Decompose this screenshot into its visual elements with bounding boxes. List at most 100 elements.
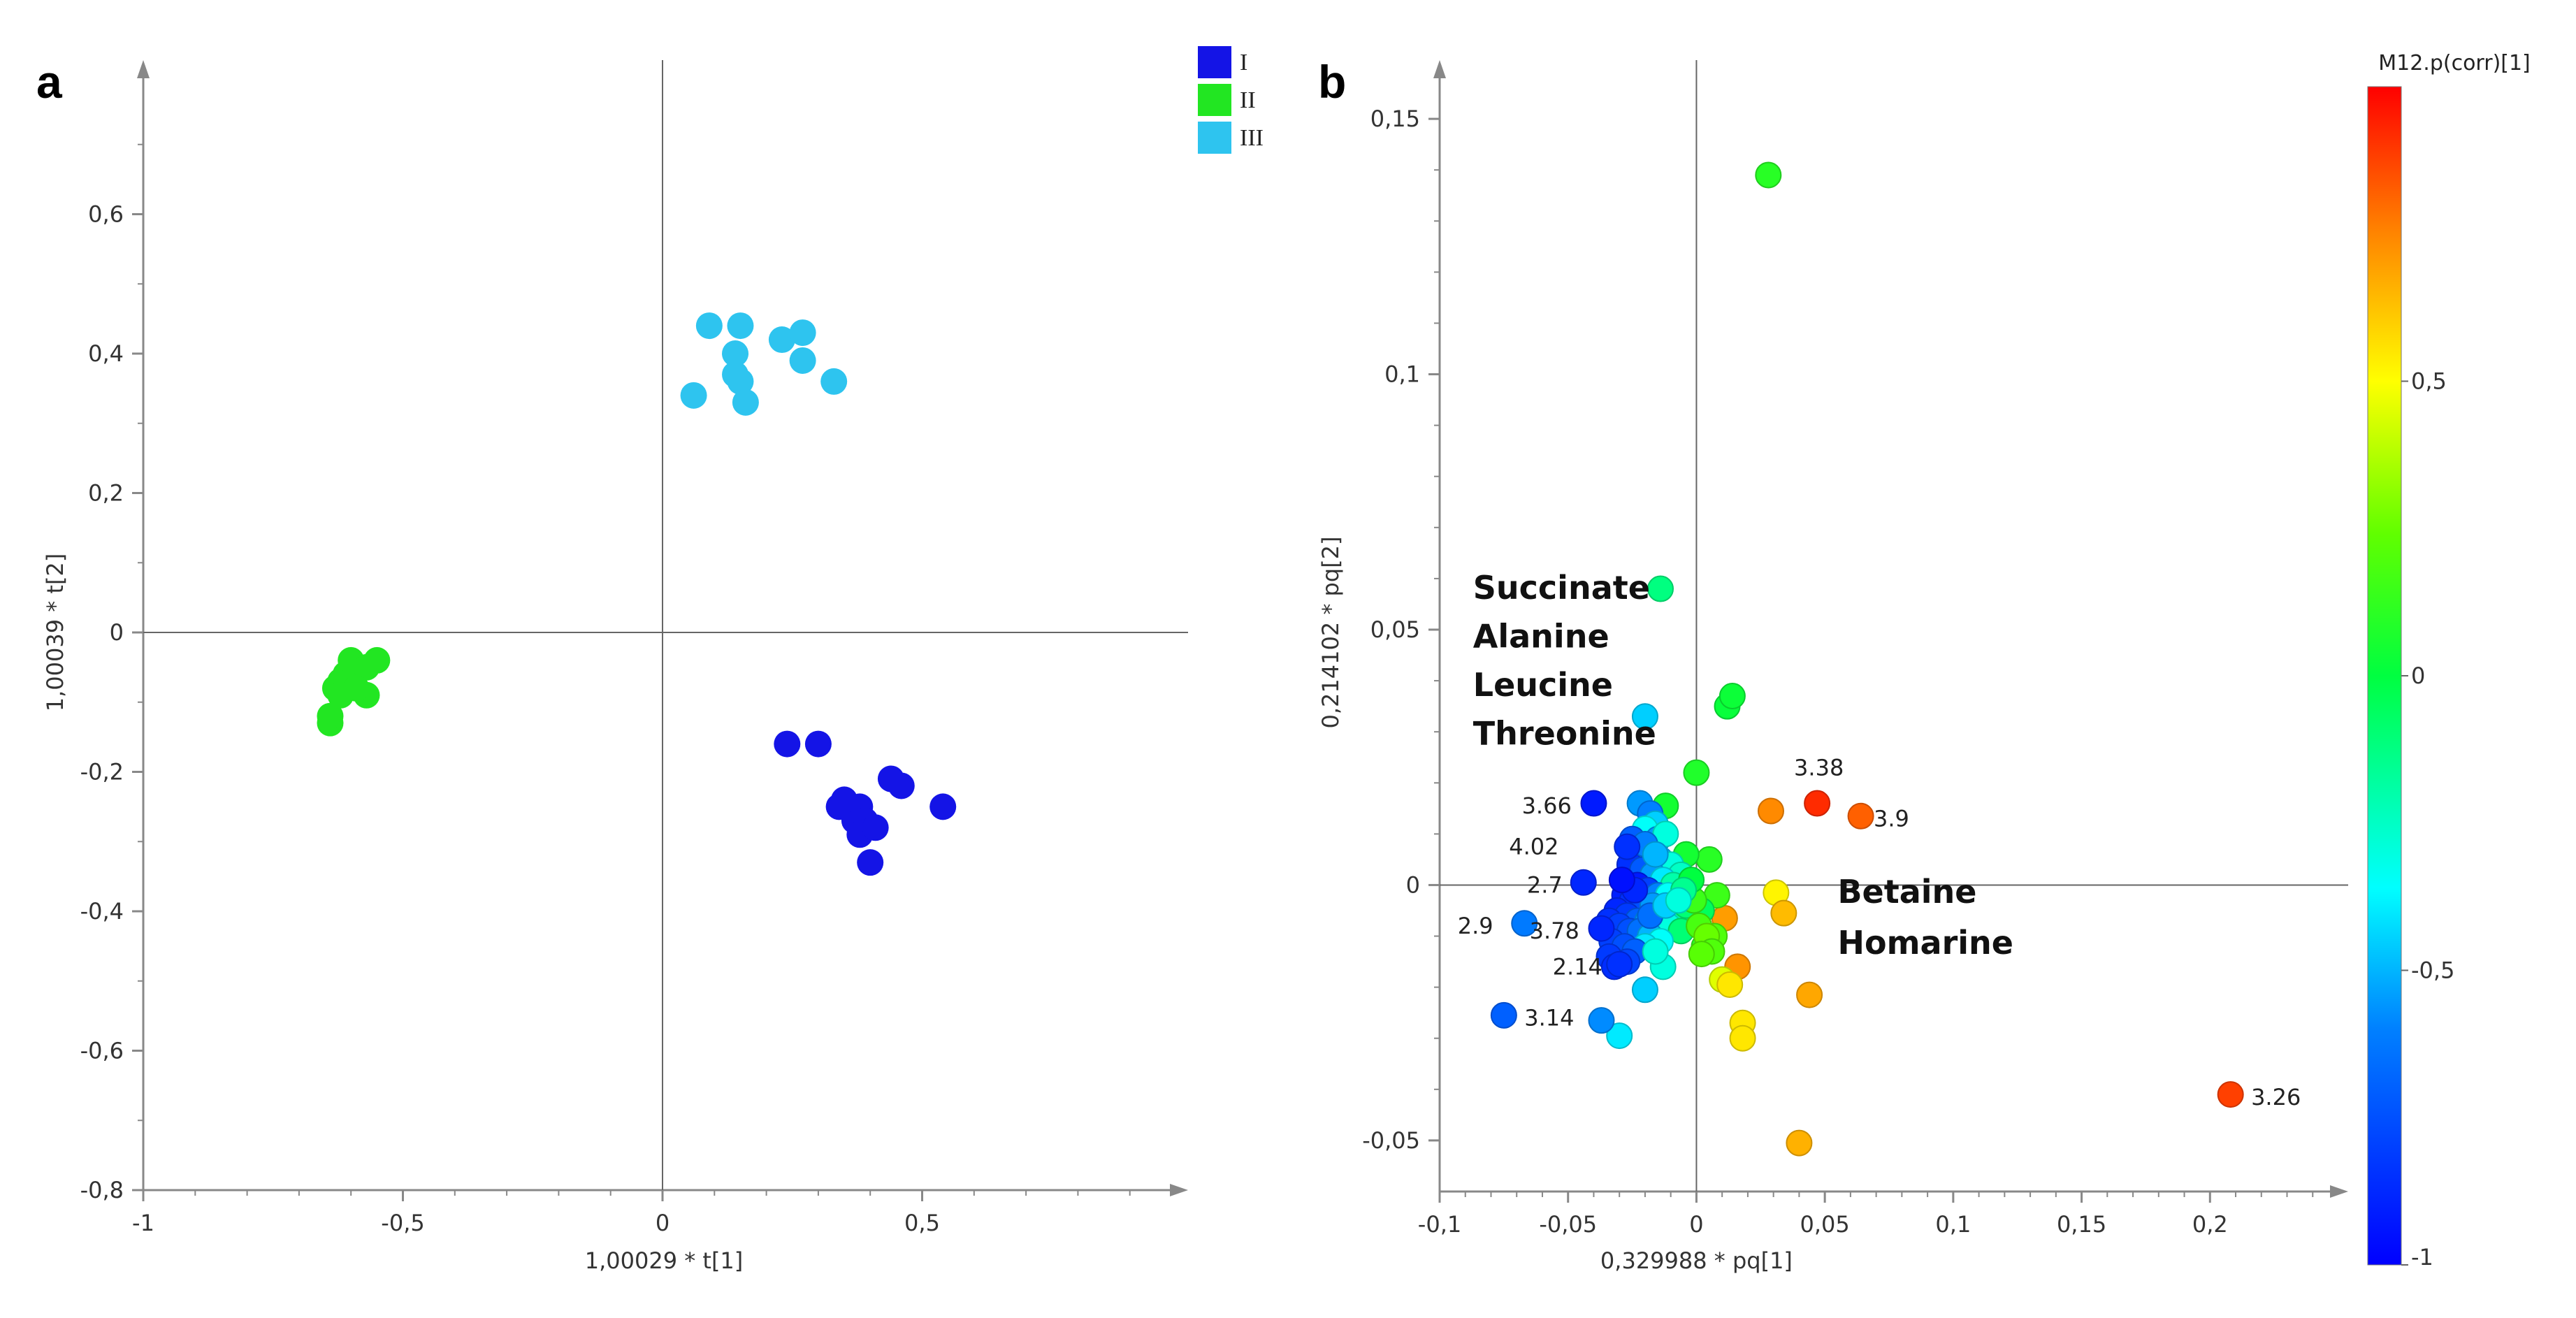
panel-b-point — [1631, 703, 1658, 730]
panel-b-x-tick-label: 0,1 — [1935, 1211, 1971, 1238]
panel-b-point — [1683, 759, 1710, 786]
colorbar-gradient — [2367, 86, 2402, 1266]
panel-a-x-tick-label: -0,5 — [381, 1210, 424, 1236]
panel-a-y-axis-arrow — [137, 60, 150, 78]
colorbar-tick-label: -1 — [2411, 1244, 2433, 1270]
legend-label-III: III — [1240, 125, 1264, 151]
panel-a-y-tick-label: 0,6 — [88, 201, 124, 228]
panel-a-point-group-I — [774, 730, 801, 758]
panel-b-point — [1631, 976, 1658, 1004]
panel-b-point — [1718, 683, 1746, 710]
panel-b-point — [1647, 575, 1674, 602]
panel-b-point-label: 3.78 — [1530, 918, 1579, 944]
panel-b-labeled-point — [1580, 790, 1607, 817]
panel-a-point-group-III — [732, 389, 759, 416]
panel-b-point-label: 3.66 — [1522, 792, 1572, 819]
panel-b-labeled-point — [1588, 915, 1615, 942]
panel-a-point-group-II — [327, 681, 354, 709]
panel-a-point-group-III — [727, 368, 754, 395]
colorbar-title: M12.p(corr)[1] — [2378, 51, 2531, 75]
panel-b-point — [1757, 797, 1784, 825]
panel-b-point — [1770, 899, 1797, 927]
panel-a-point-group-I — [857, 849, 884, 876]
panel-b-y-tick-label: 0,15 — [1370, 106, 1420, 132]
panel-b-loading-plot: -0,1 -0,05 0 0,05 0,1 0,15 0,2 -0,05 0 0,05 0,1 0,1… — [1317, 60, 2348, 1274]
colorbar-tick-label: 0 — [2411, 662, 2425, 689]
legend-swatch-III — [1198, 122, 1231, 154]
panel-letter-b: b — [1318, 56, 1346, 108]
panel-b-labeled-point — [1847, 802, 1874, 830]
panel-a-point-group-III — [722, 340, 749, 367]
panel-b-point — [1716, 971, 1744, 998]
panel-b-labeled-point — [1606, 950, 1633, 978]
panel-a-point-group-III — [820, 368, 848, 395]
panel-a-point-group-III — [695, 312, 723, 340]
panel-a-y-tick-label: -0,2 — [80, 759, 124, 785]
panel-b-y-tick-label: 0 — [1406, 871, 1420, 898]
panel-a-point-group-III — [727, 312, 754, 340]
panel-a-point-group-III — [768, 326, 795, 354]
colorbar-tick-label: 0,5 — [2411, 368, 2447, 395]
panel-a-point-group-I — [804, 730, 832, 758]
panel-b-point-label: 3.9 — [1874, 805, 1909, 832]
panel-b-point — [1642, 938, 1669, 965]
panel-b-point-label: 3.38 — [1794, 754, 1844, 781]
panel-a-x-axis-arrow — [1170, 1184, 1188, 1196]
panel-b-x-tick-label: 0,15 — [2057, 1211, 2106, 1238]
panel-b-labeled-point — [1511, 910, 1538, 937]
panel-a-point-group-III — [789, 319, 816, 347]
panel-b-point — [1695, 846, 1723, 873]
panel-b-point — [1796, 981, 1823, 1008]
legend-swatch-I — [1198, 46, 1231, 78]
panel-b-point-label: 2.7 — [1527, 871, 1563, 898]
panel-a-y-tick-label: 0,4 — [88, 340, 124, 367]
panel-a-score-plot: -1 -0,5 0 0,5 -0,8 -0,6 -0,4 -0,2 0 0,2 0,4 0,6 1,00… — [42, 46, 1264, 1274]
panel-b-point — [1642, 841, 1669, 868]
legend-label-II: II — [1240, 87, 1256, 113]
panel-b-point-label: 3.26 — [2251, 1084, 2301, 1110]
panel-a-x-axis-label: 1,00029 * t[1] — [585, 1247, 744, 1274]
panel-a-y-tick-label: 0,2 — [88, 480, 124, 507]
panel-a-point-group-I — [831, 786, 858, 813]
panel-b-y-tick-label: 0,1 — [1384, 361, 1420, 388]
colorbar: M12.p(corr)[1] -1 -0,5 0 0,5 — [2367, 51, 2531, 1270]
panel-b-point-label: 4.02 — [1509, 834, 1558, 860]
panel-b-x-tick-label: -0,05 — [1539, 1211, 1597, 1238]
panel-b-labeled-point — [2217, 1081, 2244, 1108]
panel-a-y-axis-label: 1,00039 * t[2] — [42, 553, 68, 712]
panel-b-point-label: 2.14 — [1553, 953, 1602, 980]
panel-a-point-group-II — [363, 646, 391, 674]
panel-a-x-tick-label: 0 — [656, 1210, 670, 1236]
legend-label-I: I — [1240, 50, 1247, 75]
panel-b-x-tick-label: 0,05 — [1800, 1211, 1850, 1238]
panel-a-point-group-I — [888, 772, 915, 799]
panel-b-metabolite-annotation: Threonine — [1473, 714, 1656, 752]
panel-b-point — [1786, 1129, 1813, 1157]
panel-b-point — [1665, 887, 1692, 914]
panel-a-y-tick-label: -0,4 — [80, 898, 124, 925]
panel-b-metabolite-annotation: Homarine — [1838, 924, 2013, 962]
panel-b-point-label: 3.14 — [1524, 1004, 1574, 1031]
panel-a-x-tick-label: -1 — [132, 1210, 154, 1236]
panel-letter-a: a — [36, 56, 63, 108]
panel-a-y-tick-label: 0 — [110, 619, 124, 646]
panel-a-y-tick-label: -0,8 — [80, 1177, 124, 1203]
panel-b-point — [1755, 161, 1782, 189]
panel-b-y-tick-label: 0,05 — [1370, 616, 1420, 643]
panel-b-point — [1606, 1022, 1633, 1050]
panel-b-point — [1688, 941, 1715, 968]
panel-b-metabolite-annotation: Succinate — [1473, 569, 1650, 607]
panel-a-point-group-I — [862, 814, 889, 841]
panel-b-y-tick-label: -0,05 — [1362, 1127, 1420, 1154]
panel-a-point-group-II — [317, 702, 344, 730]
panel-b-x-tick-label: 0 — [1689, 1211, 1703, 1238]
panel-b-metabolite-annotation: Alanine — [1473, 618, 1609, 656]
panel-b-point-label: 2.9 — [1458, 913, 1493, 939]
panel-b-point — [1608, 867, 1635, 894]
panel-b-y-axis-arrow — [1433, 60, 1446, 78]
panel-b-metabolite-annotation: Leucine — [1473, 666, 1613, 704]
panel-a-point-group-III — [789, 347, 816, 374]
panel-b-point — [1729, 1024, 1756, 1052]
